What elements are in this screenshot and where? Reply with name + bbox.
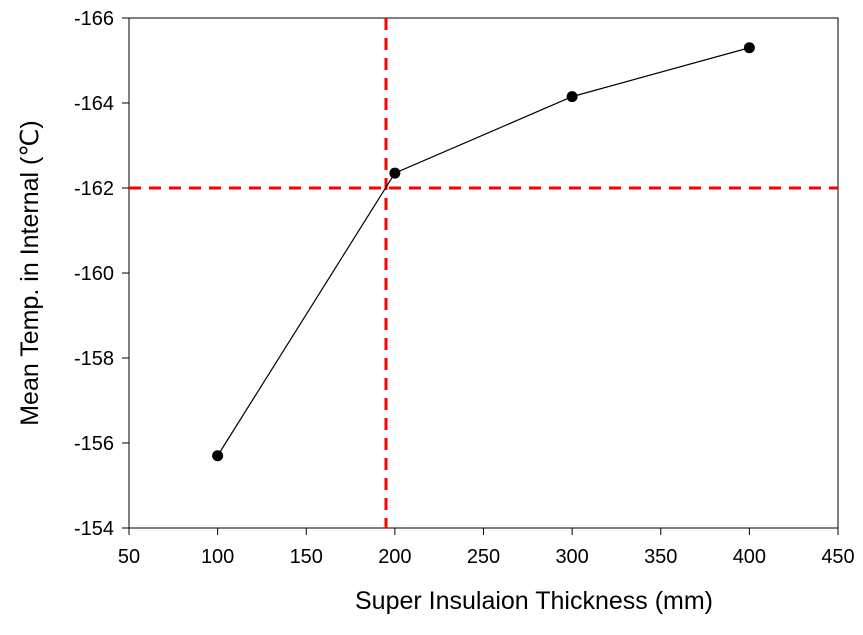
y-tick-label: -162	[74, 178, 114, 200]
x-tick-label: 200	[378, 546, 411, 568]
y-axis-label: Mean Temp. in Internal (℃)	[16, 120, 44, 426]
x-tick-label: 50	[118, 546, 140, 568]
data-point	[212, 450, 224, 462]
y-tick-label: -154	[74, 518, 114, 540]
x-tick-label: 400	[733, 546, 766, 568]
y-tick-label: -160	[74, 263, 114, 285]
y-tick-label: -166	[74, 8, 114, 30]
x-axis-label: Super Insulaion Thickness (mm)	[355, 587, 713, 615]
y-tick-label: -158	[74, 348, 114, 370]
y-tick-label: -164	[74, 93, 114, 115]
x-tick-label: 450	[821, 546, 854, 568]
y-tick-label: -156	[74, 433, 114, 455]
plot-frame	[128, 17, 839, 529]
series-line	[217, 47, 750, 457]
x-tick-label: 100	[201, 546, 234, 568]
x-tick-label: 350	[644, 546, 677, 568]
x-tick-label: 300	[555, 546, 588, 568]
data-point	[389, 167, 401, 179]
data-point	[566, 91, 578, 103]
data-point	[743, 42, 755, 54]
x-tick-label: 150	[290, 546, 323, 568]
x-tick-label: 250	[467, 546, 500, 568]
